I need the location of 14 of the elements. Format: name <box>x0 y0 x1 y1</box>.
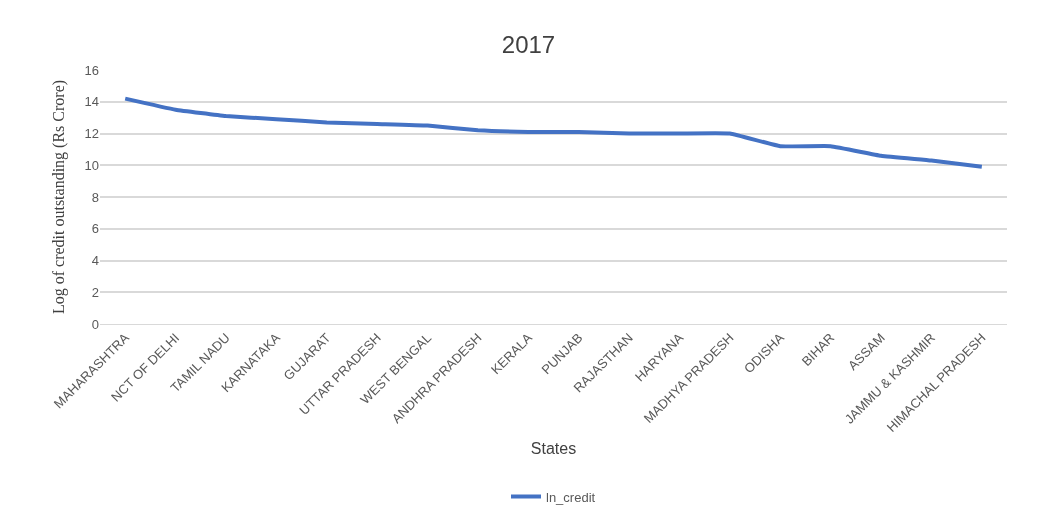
y-tick-label: 2 <box>91 284 99 300</box>
line-series <box>123 96 984 169</box>
y-tick-label: 0 <box>91 316 99 332</box>
x-axis-title: States <box>530 439 577 457</box>
legend-label: ln_credit <box>546 489 596 505</box>
y-tick-label: 10 <box>84 157 99 173</box>
y-axis-title: Log of credit outstanding (Rs Crore) <box>50 79 69 315</box>
y-tick-label: 14 <box>84 94 99 110</box>
chart-title: 2017 <box>501 31 556 59</box>
y-tick-label: 12 <box>84 126 99 142</box>
y-tick-label: 4 <box>91 253 99 269</box>
y-tick-label: 6 <box>91 221 99 237</box>
y-tick-label: 8 <box>91 189 99 205</box>
y-tick-label: 16 <box>84 62 99 78</box>
